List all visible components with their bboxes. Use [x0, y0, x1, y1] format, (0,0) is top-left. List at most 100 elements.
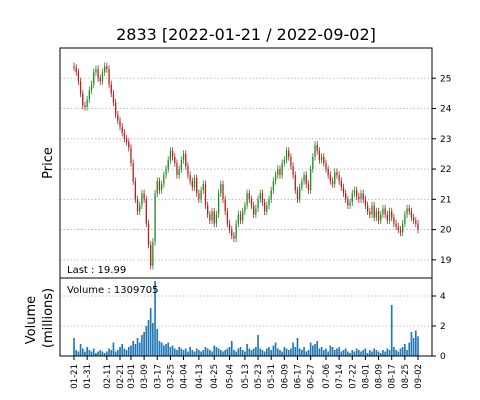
candle-body: [95, 69, 97, 73]
volume-bar: [292, 342, 294, 356]
volume-bar: [152, 323, 154, 356]
candle-body: [345, 193, 347, 200]
candle-body: [406, 208, 408, 215]
volume-bar: [412, 338, 415, 356]
volume-plot-area: [60, 278, 432, 356]
volume-bar: [79, 344, 82, 356]
candle-body: [334, 172, 336, 185]
volume-bar: [219, 350, 222, 356]
volume-bar: [132, 341, 134, 356]
volume-bars: [73, 281, 419, 356]
candle-body: [274, 175, 277, 182]
volume-bar: [379, 353, 382, 356]
candle-body: [323, 156, 325, 163]
candle-body: [200, 190, 202, 200]
volume-bar: [261, 350, 264, 356]
candle-body: [90, 84, 93, 91]
candle-body: [130, 147, 132, 163]
volume-bar: [349, 353, 351, 356]
volume-bar: [147, 320, 150, 356]
candle-body: [325, 163, 327, 170]
x-tick-label: 05-04: [226, 364, 236, 389]
volume-bar: [393, 347, 395, 356]
x-tick-label: 09-02: [414, 364, 424, 389]
price-tick-label: 22: [440, 165, 451, 175]
volume-bar: [101, 351, 104, 356]
volume-ylabel-line1: Volume: [24, 296, 39, 344]
volume-bar: [156, 329, 159, 356]
candle-body: [160, 184, 163, 191]
candle-body: [248, 193, 250, 200]
candle-body: [189, 175, 191, 182]
price-tick-label: 23: [440, 135, 451, 145]
candle-body: [327, 169, 329, 176]
volume-bar: [303, 347, 305, 356]
candle-body: [290, 156, 292, 167]
candle-body: [182, 153, 185, 160]
candle-body: [272, 181, 275, 191]
candle-body: [364, 199, 367, 206]
x-tick-label: 06-09: [280, 364, 290, 389]
candle-body: [220, 184, 222, 194]
x-tick-labels: 01-21 01-31 02-11 02-21 03-01 03-09 03-17 03-25…: [70, 356, 424, 389]
volume-bar: [119, 347, 121, 356]
volume-bar: [358, 350, 360, 356]
candle-body: [303, 175, 305, 182]
volume-bar: [373, 348, 375, 356]
volume-bar: [263, 351, 266, 356]
candle-body: [204, 184, 207, 206]
candle-body: [318, 150, 321, 160]
volume-bar: [173, 348, 176, 356]
x-tick-label: 02-11: [103, 364, 113, 389]
volume-bar: [309, 342, 312, 356]
candle-body: [75, 67, 77, 73]
volume-bar: [404, 344, 406, 356]
volume-bar: [200, 351, 202, 356]
price-tick-label: 24: [440, 105, 452, 115]
x-tick-label: 08-25: [401, 364, 411, 389]
volume-bar: [382, 350, 384, 356]
x-tick-label: 07-22: [348, 364, 358, 389]
price-plot-area: [60, 48, 432, 278]
candle-body: [99, 78, 101, 82]
candle-body: [117, 114, 119, 121]
volume-bar: [248, 348, 251, 356]
candle-body: [314, 144, 316, 157]
volume-bar: [77, 351, 80, 356]
volume-bar: [333, 350, 336, 356]
volume-annotation: Volume : 1309705: [67, 285, 158, 296]
volume-bar: [290, 348, 292, 356]
candle-body: [97, 69, 99, 79]
volume-y-ticks: 0 2 4: [432, 292, 446, 362]
candle-body: [235, 223, 237, 239]
volume-bar: [325, 348, 327, 356]
volume-bar: [117, 350, 119, 356]
price-tick-label: 25: [440, 74, 451, 84]
volume-bar: [322, 350, 325, 356]
volume-bar: [270, 350, 273, 356]
candle-body: [347, 199, 349, 206]
volume-bar: [252, 348, 255, 356]
x-tick-label: 06-27: [307, 364, 317, 389]
candle-body: [110, 84, 112, 94]
candle-body: [309, 169, 312, 191]
candle-body: [93, 72, 95, 85]
candle-body: [410, 211, 413, 218]
candle-body: [342, 187, 345, 194]
volume-bar: [395, 350, 397, 356]
candle-body: [237, 214, 239, 224]
candle-body: [198, 193, 200, 200]
volume-bar: [340, 351, 343, 356]
volume-bar: [294, 347, 297, 356]
x-tick-label: 01-31: [83, 364, 93, 389]
candle-body: [395, 223, 397, 227]
candle-body: [143, 193, 145, 200]
candle-body: [285, 150, 288, 160]
candle-body: [288, 150, 290, 157]
candle-body: [213, 211, 215, 224]
x-tick-label: 08-09: [375, 364, 385, 389]
volume-bar: [237, 348, 240, 356]
volume-bar: [213, 345, 216, 356]
candle-body: [358, 196, 360, 200]
